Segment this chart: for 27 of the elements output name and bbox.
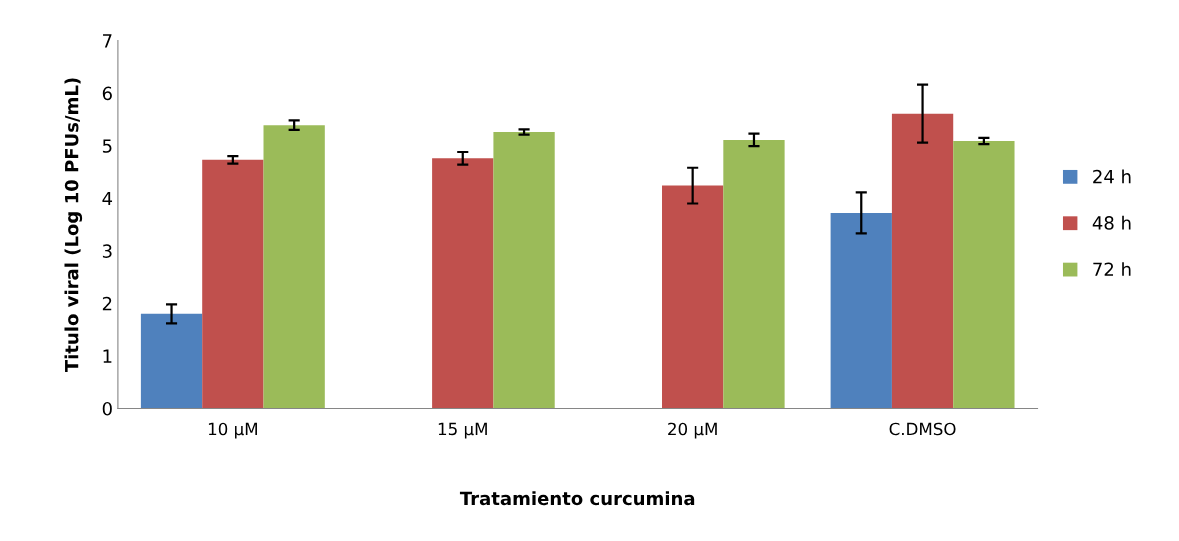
bar (493, 132, 555, 409)
bar (953, 140, 1015, 409)
y-tick-label: 7 (103, 34, 112, 48)
legend-label: 72 h (1093, 262, 1131, 276)
bar (140, 313, 203, 409)
y-tick-label: 3 (102, 244, 112, 258)
y-tick-label: 5 (102, 139, 112, 153)
bar (432, 158, 494, 409)
legend-label: 48 h (1092, 215, 1131, 230)
bar (891, 113, 954, 409)
x-tick-label: C.DMSO (889, 422, 956, 436)
y-tick-label: 6 (102, 86, 112, 101)
x-tick-label: 10 µM (208, 422, 257, 439)
x-tick-label: 15 µM (438, 422, 487, 439)
y-axis-title: Titulo viral (Log 10 PFUs/mL) (64, 78, 83, 373)
y-tick-label: 2 (102, 296, 112, 311)
bar (830, 212, 892, 409)
y-tick-label: 0 (102, 401, 112, 416)
x-tick-label: 20 µM (668, 422, 717, 439)
bar (263, 125, 325, 409)
legend-label: 24 h (1093, 169, 1131, 184)
x-axis-title: Tratamiento curcumina (459, 491, 695, 506)
bar (662, 185, 724, 409)
bar (723, 139, 785, 409)
y-tick-label: 1 (103, 349, 112, 363)
y-tick-label: 4 (102, 191, 113, 206)
bar (202, 159, 264, 409)
